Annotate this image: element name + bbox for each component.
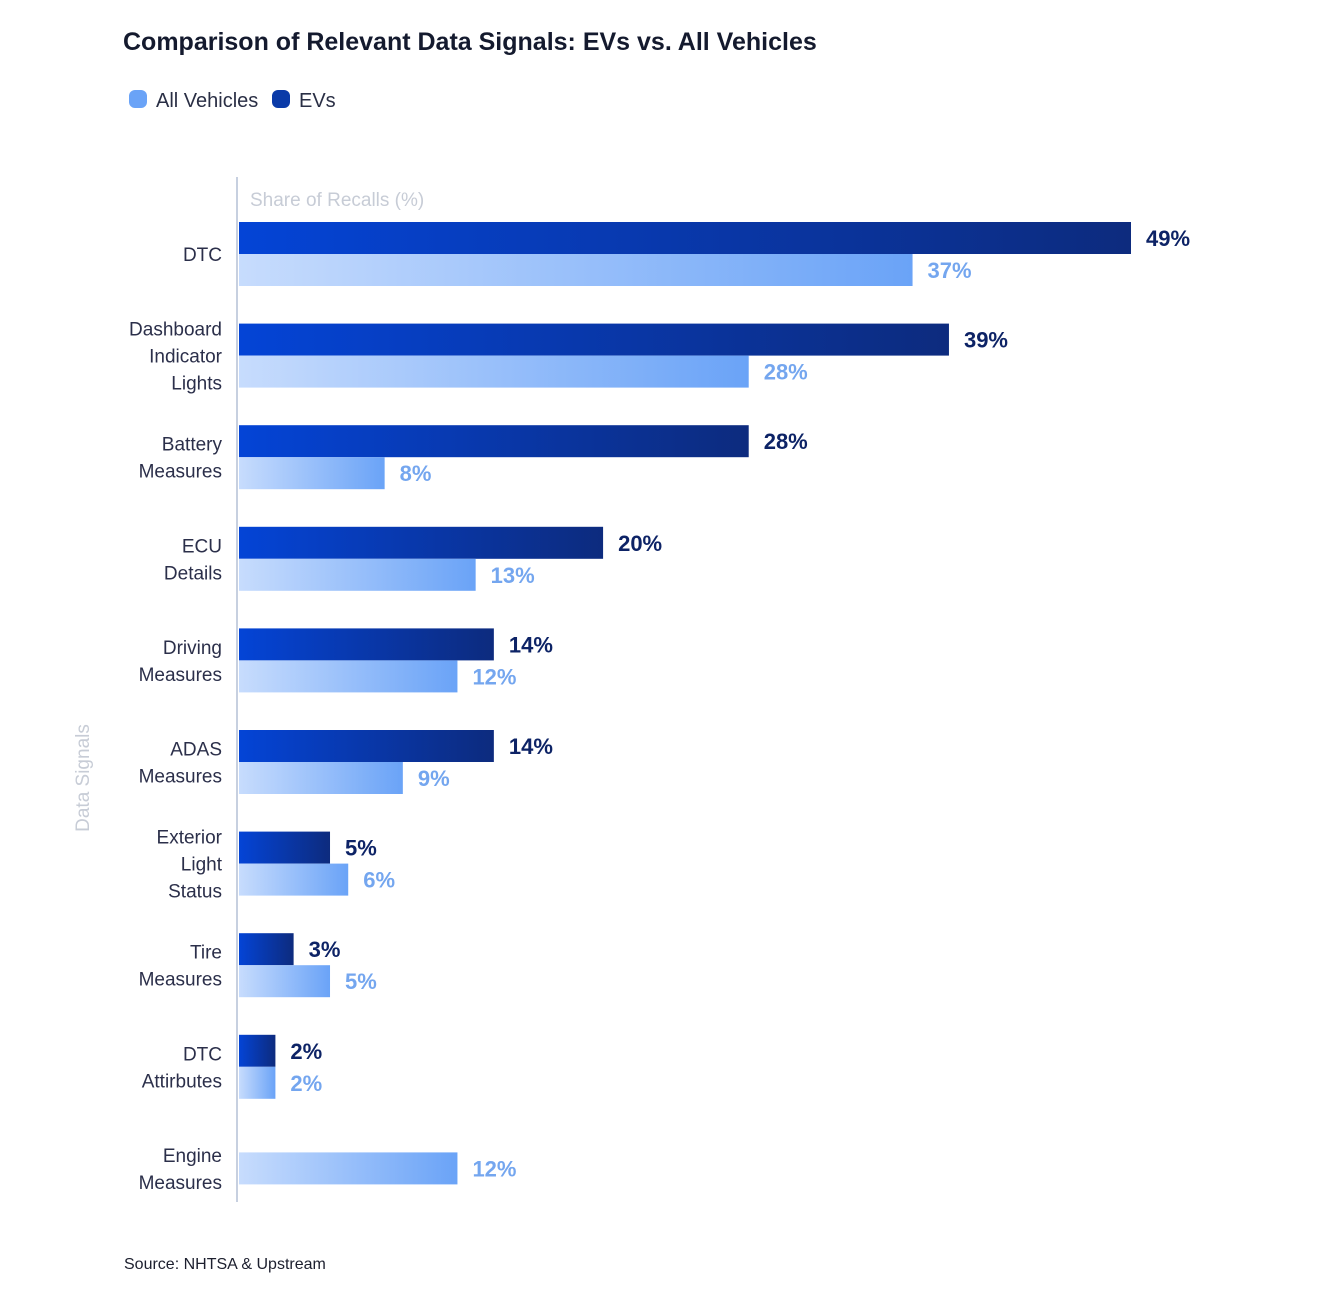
value-label-all-vehicles-driving-measures: 12% <box>472 664 516 689</box>
value-label-all-vehicles-dtc-attirbutes: 2% <box>290 1071 322 1096</box>
value-label-evs-dashboard-indicator-lights: 39% <box>964 328 1008 353</box>
legend: All Vehicles EVs <box>129 90 336 112</box>
category-label-adas-measures: ADAS Measures <box>139 740 222 788</box>
category-label-line: Exterior <box>157 828 223 849</box>
value-label-evs-dtc: 49% <box>1146 226 1190 251</box>
category-label-line: Measures <box>139 462 222 483</box>
category-label-tire-measures: Tire Measures <box>139 943 222 991</box>
bar-evs-dtc <box>239 222 1131 254</box>
bar-evs-battery-measures <box>239 425 749 458</box>
category-label-line: Status <box>168 882 222 903</box>
bar-all-vehicles-dtc <box>239 254 913 286</box>
category-label-line: Details <box>164 563 222 584</box>
category-label-line: ADAS <box>170 740 222 761</box>
value-label-all-vehicles-ecu-details: 13% <box>491 563 535 588</box>
category-label-line: Attirbutes <box>142 1071 222 1092</box>
bar-evs-ecu-details <box>239 526 604 559</box>
category-label-ecu-details: ECU Details <box>164 536 222 584</box>
value-label-evs-dtc-attirbutes: 2% <box>290 1039 322 1064</box>
y-axis-title: Data Signals <box>73 724 94 832</box>
category-label-dtc: DTC <box>183 245 222 266</box>
value-label-all-vehicles-adas-measures: 9% <box>418 766 450 791</box>
value-label-evs-tire-measures: 3% <box>309 937 341 962</box>
category-label-line: Dashboard <box>129 320 222 341</box>
category-label-line: DTC <box>183 1044 222 1065</box>
bar-all-vehicles-adas-measures <box>239 762 403 794</box>
legend-label-all-vehicles: All Vehicles <box>156 90 258 112</box>
bar-evs-driving-measures <box>239 628 494 661</box>
bar-evs-exterior-light-status <box>239 831 331 864</box>
bar-all-vehicles-ecu-details <box>239 558 476 591</box>
category-label-exterior-light-status: Exterior Light Status <box>157 828 223 903</box>
bar-all-vehicles-dashboard-indicator-lights <box>239 355 749 388</box>
value-label-evs-exterior-light-status: 5% <box>345 836 377 861</box>
category-label-line: Tire <box>190 943 222 964</box>
bar-evs-adas-measures <box>239 730 494 762</box>
bar-evs-tire-measures <box>239 933 294 966</box>
value-label-evs-adas-measures: 14% <box>509 734 553 759</box>
category-label-driving-measures: Driving Measures <box>139 638 222 686</box>
category-label-line: Measures <box>139 1173 222 1194</box>
legend-swatch-all-vehicles <box>129 90 147 108</box>
chart-title: Comparison of Relevant Data Signals: EVs… <box>123 28 817 56</box>
legend-label-evs: EVs <box>299 90 336 112</box>
category-label-line: Driving <box>163 638 222 659</box>
bar-all-vehicles-tire-measures <box>239 965 331 998</box>
bar-all-vehicles-battery-measures <box>239 457 385 490</box>
bar-all-vehicles-dtc-attirbutes <box>239 1066 276 1099</box>
legend-swatch-evs <box>272 90 290 108</box>
category-label-line: Measures <box>139 970 222 991</box>
value-label-all-vehicles-dashboard-indicator-lights: 28% <box>764 360 808 385</box>
category-label-line: Measures <box>139 767 222 788</box>
bar-evs-dashboard-indicator-lights <box>239 323 949 356</box>
bar-all-vehicles-exterior-light-status <box>239 863 349 896</box>
category-label-line: Measures <box>139 665 222 686</box>
value-label-evs-battery-measures: 28% <box>764 429 808 454</box>
category-label-line: Indicator <box>149 347 223 368</box>
value-label-all-vehicles-dtc: 37% <box>928 258 972 283</box>
category-label-line: Lights <box>171 374 222 395</box>
bar-all-vehicles-driving-measures <box>239 660 458 693</box>
bars: DTC 49% 37% Dashboard Indicator Lights 39% 28% B… <box>129 222 1190 1194</box>
category-label-line: Battery <box>162 435 223 456</box>
category-label-dtc-attirbutes: DTC Attirbutes <box>142 1044 222 1092</box>
category-label-line: Engine <box>163 1146 222 1167</box>
bar-all-vehicles-engine-measures <box>239 1152 458 1185</box>
value-label-evs-driving-measures: 14% <box>509 632 553 657</box>
value-label-all-vehicles-engine-measures: 12% <box>472 1156 516 1181</box>
value-label-evs-ecu-details: 20% <box>618 531 662 556</box>
value-label-all-vehicles-tire-measures: 5% <box>345 969 377 994</box>
category-label-line: ECU <box>182 536 222 557</box>
value-label-all-vehicles-exterior-light-status: 6% <box>363 868 395 893</box>
value-label-all-vehicles-battery-measures: 8% <box>400 461 432 486</box>
category-label-dashboard-indicator-lights: Dashboard Indicator Lights <box>129 320 223 395</box>
x-axis-title: Share of Recalls (%) <box>250 190 424 211</box>
category-label-line: Light <box>181 855 223 876</box>
category-label-battery-measures: Battery Measures <box>139 435 223 483</box>
category-label-line: DTC <box>183 245 222 266</box>
bar-evs-dtc-attirbutes <box>239 1034 276 1067</box>
source-note: Source: NHTSA & Upstream <box>124 1256 326 1273</box>
category-label-engine-measures: Engine Measures <box>139 1146 222 1194</box>
